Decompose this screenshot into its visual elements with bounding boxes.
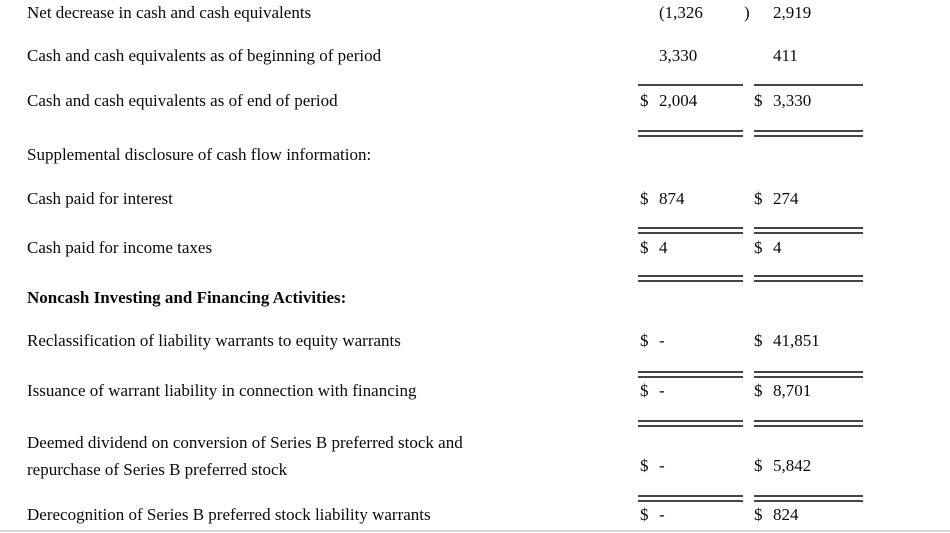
double-rule-col1 [638, 420, 743, 427]
dollar-sign: $ [640, 91, 649, 110]
dollar-sign: $ [754, 505, 763, 524]
double-rule-col2 [754, 130, 863, 137]
row-label: Deemed dividend on conversion of Series … [27, 429, 627, 483]
amount: - [659, 456, 665, 475]
value-prior-period: 2,919 [754, 3, 866, 23]
dollar-sign: $ [754, 456, 763, 475]
dollar-sign: $ [640, 189, 649, 208]
amount: 874 [659, 189, 685, 208]
amount: 2,919 [773, 3, 812, 22]
value-current-period: $ - [640, 505, 744, 525]
double-rule-col2 [754, 495, 863, 502]
row-label: Cash and cash equivalents as of end of p… [27, 91, 338, 110]
value-prior-period: 411 [754, 46, 866, 66]
value-current-period: $874 [640, 189, 744, 209]
amount: 8,701 [773, 381, 812, 400]
amount: 411 [773, 46, 798, 65]
dollar-sign: $ [754, 238, 763, 257]
dollar-sign: $ [754, 91, 763, 110]
value-current-period: 3,330 [640, 46, 744, 66]
value-prior-period: $8,701 [754, 381, 866, 401]
amount: 2,004 [659, 91, 698, 110]
page-bottom-edge-line [0, 530, 950, 532]
value-current-period: $ - [640, 381, 744, 401]
double-rule-col2 [754, 371, 863, 378]
row-label-line1: Deemed dividend on conversion of Series … [27, 433, 463, 452]
section-label: Noncash Investing and Financing Activiti… [27, 288, 347, 307]
dollar-sign: $ [754, 189, 763, 208]
single-rule-col2 [754, 84, 863, 86]
table-row: Cash and cash equivalents as of beginnin… [0, 46, 950, 70]
dollar-sign: $ [754, 381, 763, 400]
double-rule-col1 [638, 130, 743, 137]
double-rule-col2 [754, 227, 863, 234]
value-prior-period: $274 [754, 189, 866, 209]
value-current-period: $2,004 [640, 91, 744, 111]
table-row: Derecognition of Series B preferred stoc… [0, 505, 950, 529]
value-prior-period: $3,330 [754, 91, 866, 111]
section-label: Supplemental disclosure of cash flow inf… [27, 145, 372, 164]
double-rule-col1 [638, 495, 743, 502]
table-row: Net decrease in cash and cash equivalent… [0, 3, 950, 27]
table-row: Cash paid for income taxes $4 $4 [0, 238, 950, 262]
amount: 5,842 [773, 456, 812, 475]
single-rule-col1 [638, 84, 743, 86]
amount: 41,851 [773, 331, 820, 350]
dollar-sign: $ [754, 331, 763, 350]
amount: - [659, 331, 665, 350]
amount: - [659, 381, 665, 400]
row-label: Reclassification of liability warrants t… [27, 331, 401, 350]
amount: 3,330 [659, 46, 698, 65]
table-row: Reclassification of liability warrants t… [0, 331, 950, 355]
dollar-sign: $ [640, 505, 649, 524]
value-prior-period: $5,842 [754, 456, 866, 476]
table-row: Issuance of warrant liability in connect… [0, 381, 950, 405]
row-label: Cash paid for interest [27, 189, 173, 208]
row-label: Cash and cash equivalents as of beginnin… [27, 46, 382, 65]
dollar-sign: $ [640, 331, 649, 350]
amount: 4 [773, 238, 782, 257]
table-row: Cash and cash equivalents as of end of p… [0, 91, 950, 115]
value-current-period: $ - [640, 331, 744, 351]
double-rule-col2 [754, 275, 863, 282]
amount: 4 [659, 238, 668, 257]
value-prior-period: $41,851 [754, 331, 866, 351]
row-label: Issuance of warrant liability in connect… [27, 381, 417, 400]
value-prior-period: $824 [754, 505, 866, 525]
close-paren: ) [744, 3, 750, 22]
section-row: Noncash Investing and Financing Activiti… [0, 288, 950, 312]
double-rule-col1 [638, 227, 743, 234]
double-rule-col1 [638, 275, 743, 282]
value-prior-period: $4 [754, 238, 866, 258]
value-current-period: $ - [640, 456, 744, 476]
value-current-period: $4 [640, 238, 744, 258]
table-row: Deemed dividend on conversion of Series … [0, 429, 950, 479]
amount: 274 [773, 189, 799, 208]
value-current-period: (1,326 [640, 3, 744, 23]
double-rule-col2 [754, 420, 863, 427]
amount: 824 [773, 505, 799, 524]
amount: - [659, 505, 665, 524]
dollar-sign: $ [640, 381, 649, 400]
row-label: Derecognition of Series B preferred stoc… [27, 505, 431, 524]
row-label-line2: repurchase of Series B preferred stock [27, 460, 288, 479]
section-row: Supplemental disclosure of cash flow inf… [0, 145, 950, 169]
double-rule-col1 [638, 371, 743, 378]
amount: 3,330 [773, 91, 812, 110]
table-row: Cash paid for interest $874 $274 [0, 189, 950, 213]
dollar-sign: $ [640, 456, 649, 475]
row-label: Cash paid for income taxes [27, 238, 213, 257]
dollar-sign: $ [640, 238, 649, 257]
amount: (1,326 [659, 3, 703, 22]
row-label: Net decrease in cash and cash equivalent… [27, 3, 312, 22]
